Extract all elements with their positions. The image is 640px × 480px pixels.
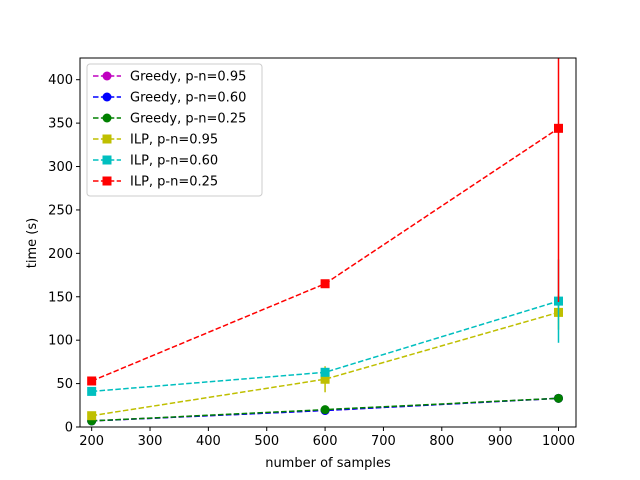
y-tick-label: 350 (48, 117, 73, 132)
legend-label: ILP, p-n=0.95 (130, 133, 218, 148)
x-tick-label: 200 (79, 434, 104, 449)
data-point (320, 279, 330, 289)
x-axis-label: number of samples (265, 456, 391, 471)
x-tick-label: 300 (138, 434, 163, 449)
y-axis-label: time (s) (25, 218, 40, 268)
plot-area (79, 57, 577, 428)
y-tick-label: 50 (56, 377, 73, 392)
y-tick-label: 0 (65, 421, 73, 436)
x-tick-label: 600 (313, 434, 338, 449)
legend-item: ILP, p-n=0.25 (93, 175, 218, 190)
legend-label: Greedy, p-n=0.60 (130, 91, 246, 106)
legend-label: ILP, p-n=0.25 (130, 175, 218, 190)
legend-item: Greedy, p-n=0.60 (93, 91, 246, 106)
x-tick-label: 500 (254, 434, 279, 449)
y-tick-label: 300 (48, 160, 73, 175)
data-point (320, 374, 330, 384)
legend-item: Greedy, p-n=0.95 (93, 70, 246, 85)
y-tick-label: 150 (48, 290, 73, 305)
x-tick-label: 800 (429, 434, 454, 449)
data-point (87, 411, 97, 421)
legend-label: ILP, p-n=0.60 (130, 154, 218, 169)
legend-label: Greedy, p-n=0.25 (130, 112, 246, 127)
data-point (320, 367, 330, 377)
data-point (553, 393, 563, 403)
legend-marker (102, 176, 112, 186)
series-5 (87, 58, 563, 386)
y-tick-label: 250 (48, 203, 73, 218)
data-point (553, 123, 563, 133)
x-tick-label: 900 (488, 434, 513, 449)
legend-label: Greedy, p-n=0.95 (130, 70, 246, 85)
data-point (87, 376, 97, 386)
legend-marker (102, 155, 112, 165)
legend-item: ILP, p-n=0.95 (93, 133, 218, 148)
series-line (91, 311, 559, 417)
x-tick-label: 400 (196, 434, 221, 449)
y-tick-label: 200 (48, 247, 73, 262)
axes-frame (79, 57, 577, 428)
legend-box (86, 63, 263, 197)
y-tick-label: 100 (48, 334, 73, 349)
series-group (87, 58, 563, 426)
data-point (320, 405, 330, 415)
x-tick-label: 700 (371, 434, 396, 449)
legend: Greedy, p-n=0.95 Greedy, p-n=0.60 Greedy, … (86, 63, 263, 197)
y-axis: 0 50 100 150 200 250 300 350 400 (48, 73, 80, 436)
legend-item: ILP, p-n=0.60 (93, 154, 218, 169)
legend-marker (102, 113, 112, 123)
legend-marker (102, 92, 112, 102)
legend-marker (102, 134, 112, 144)
data-point (87, 386, 97, 396)
y-tick-label: 400 (48, 73, 73, 88)
legend-marker (102, 71, 112, 81)
x-tick-label: 1000 (542, 434, 575, 449)
x-axis: 200 300 400 500 600 700 800 900 1000 (79, 427, 575, 449)
legend-item: Greedy, p-n=0.25 (93, 112, 246, 127)
